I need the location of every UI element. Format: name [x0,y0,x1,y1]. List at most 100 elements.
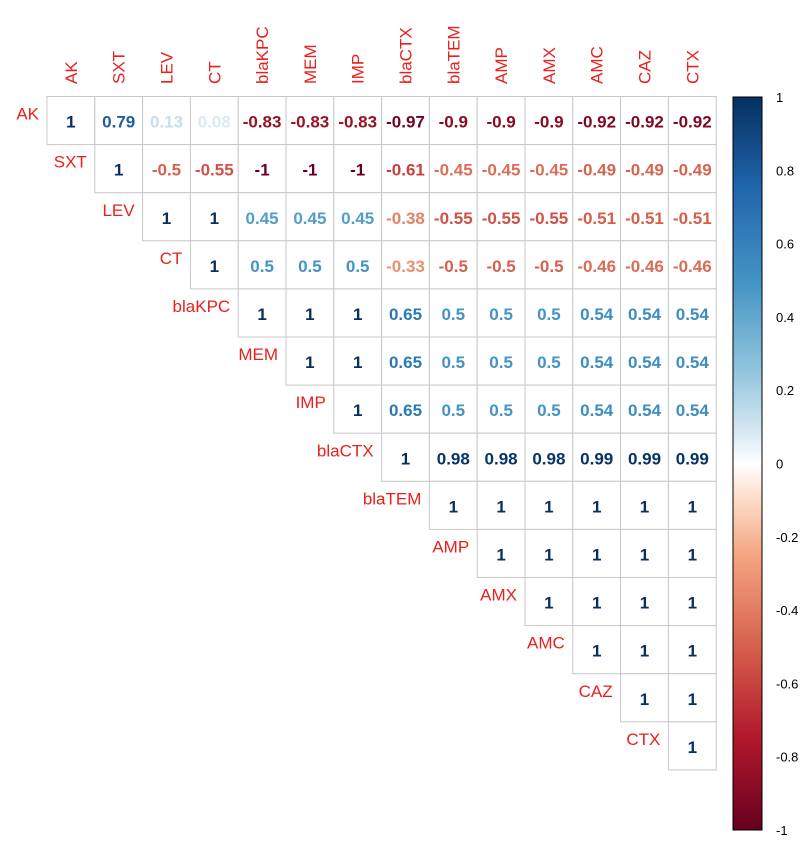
colorbar-tick-label: -1 [776,823,788,838]
corr-value-AK-AMC: -0.92 [577,113,616,132]
corr-value-AMP-AMX: 1 [544,545,553,564]
corr-value-AK-CAZ: -0.92 [625,113,664,132]
corr-value-MEM-CAZ: 0.54 [628,353,662,372]
corr-cell-LEV-AMX [524,192,574,242]
corr-value-IMP-CAZ: 0.54 [628,401,662,420]
corr-value-SXT-blaCTX: -0.61 [386,161,425,180]
corr-value-AMC-CTX: 1 [688,642,697,661]
corr-cell-SXT-CT [189,144,239,194]
corr-cell-CT-MEM [285,240,335,290]
corr-cell-blaCTX-blaCTX [381,432,430,482]
corr-value-AMX-CAZ: 1 [640,594,649,613]
corr-value-LEV-AMP: -0.55 [482,209,521,228]
corr-value-blaKPC-MEM: 1 [305,305,314,324]
corr-value-blaTEM-AMC: 1 [592,497,601,516]
colorbar-tick-label: 0.6 [776,237,794,252]
column-label-AMC: AMC [588,46,607,84]
corr-value-CT-AMP: -0.5 [486,257,515,276]
column-label-blaTEM: blaTEM [444,25,463,84]
corr-cell-SXT-CTX [667,144,717,194]
corr-cell-blaKPC-IMP [333,288,383,338]
corr-value-AK-LEV: 0.13 [150,113,183,132]
corr-value-IMP-AMP: 0.5 [489,401,513,420]
corr-cell-SXT-LEV [142,144,191,194]
corr-cell-AMP-AMP [476,528,526,579]
corr-value-CT-CT: 1 [210,257,219,276]
corr-value-MEM-AMX: 0.5 [537,353,561,372]
corr-value-SXT-SXT: 1 [114,161,123,180]
corr-cell-AK-AK [46,96,96,146]
corr-cell-CT-AMP [476,240,526,290]
corr-value-blaKPC-CTX: 0.54 [676,305,710,324]
corr-cell-AMX-AMX [524,577,574,627]
corr-cell-AMC-AMC [572,625,622,675]
corr-value-blaCTX-CTX: 0.99 [676,449,709,468]
colorbar-tick-label: 0.8 [776,163,794,178]
corr-cell-CT-IMP [333,240,383,290]
corr-cell-IMP-CAZ [620,384,669,434]
corr-cell-blaKPC-CAZ [620,288,669,338]
colorbar-tick-label: 0.2 [776,383,794,398]
corr-value-CT-AMC: -0.46 [577,257,616,276]
corr-value-IMP-CTX: 0.54 [676,401,710,420]
corr-value-MEM-IMP: 1 [353,353,362,372]
corr-cell-IMP-IMP [333,384,383,434]
corr-value-IMP-blaTEM: 0.5 [441,401,465,420]
corr-cell-blaCTX-CAZ [620,432,669,482]
column-label-SXT: SXT [110,51,129,84]
corr-value-MEM-AMC: 0.54 [580,353,614,372]
row-label-AK: AK [16,105,39,124]
corr-value-blaKPC-AMC: 0.54 [580,305,614,324]
corr-cell-AMX-AMC [572,577,622,627]
corr-cell-blaTEM-AMX [524,480,574,530]
row-label-blaTEM: blaTEM [363,489,422,508]
corr-cell-SXT-blaTEM [428,144,478,194]
corr-value-AK-SXT: 0.79 [102,113,135,132]
corr-value-AMC-AMC: 1 [592,642,601,661]
corr-cell-LEV-CTX [667,192,717,242]
corr-value-IMP-AMC: 0.54 [580,401,614,420]
corr-value-IMP-AMX: 0.5 [537,401,561,420]
corr-value-blaKPC-blaCTX: 0.65 [389,305,422,324]
corr-value-AMP-CTX: 1 [688,545,697,564]
colorbar-tick-label: 0.4 [776,310,794,325]
corr-value-blaTEM-CTX: 1 [688,497,697,516]
corr-value-CT-blaCTX: -0.33 [386,257,425,276]
corr-cell-AK-AMP [476,96,526,146]
row-label-AMC: AMC [527,634,565,653]
corr-cell-CT-CTX [667,240,717,290]
column-label-blaCTX: blaCTX [397,27,416,84]
corr-value-LEV-blaKPC: 0.45 [246,209,279,228]
corr-value-SXT-IMP: -1 [350,161,365,180]
corr-value-SXT-MEM: -1 [302,161,317,180]
corr-value-SXT-CAZ: -0.49 [625,161,664,180]
corr-cell-blaCTX-AMC [572,432,622,482]
row-label-AMP: AMP [432,537,469,556]
row-label-blaCTX: blaCTX [317,441,374,460]
corr-value-blaKPC-blaKPC: 1 [257,305,266,324]
corr-value-AMX-AMC: 1 [592,594,601,613]
colorbar-gradient [732,96,763,831]
colorbar-tick-label: -0.2 [776,530,798,545]
row-label-MEM: MEM [238,345,278,364]
corr-cell-SXT-AMP [476,144,526,194]
column-label-CTX: CTX [683,50,702,84]
corr-value-blaKPC-AMP: 0.5 [489,305,513,324]
corr-value-blaTEM-CAZ: 1 [640,497,649,516]
corr-value-IMP-IMP: 1 [353,401,362,420]
row-label-CT: CT [160,249,183,268]
corr-value-CT-blaTEM: -0.5 [439,257,468,276]
corr-value-CTX-CTX: 1 [688,738,697,757]
corr-value-AK-blaTEM: -0.9 [439,113,468,132]
corr-value-AMC-CAZ: 1 [640,642,649,661]
corr-cell-SXT-MEM [285,144,335,194]
corr-cell-AK-MEM [285,96,335,146]
cell-layer [46,96,717,771]
value-label-layer: 1 0.79 0.13 0.08 -0.83 -0.83 -0.83 -0.97 -0.9 -0.… [66,113,712,757]
row-label-IMP: IMP [296,393,326,412]
colorbar-tick-label: 0 [776,457,783,472]
corr-value-blaTEM-AMX: 1 [544,497,553,516]
corr-cell-AK-AMC [572,96,622,146]
corr-value-CT-IMP: 0.5 [346,257,370,276]
corr-value-CT-MEM: 0.5 [298,257,322,276]
